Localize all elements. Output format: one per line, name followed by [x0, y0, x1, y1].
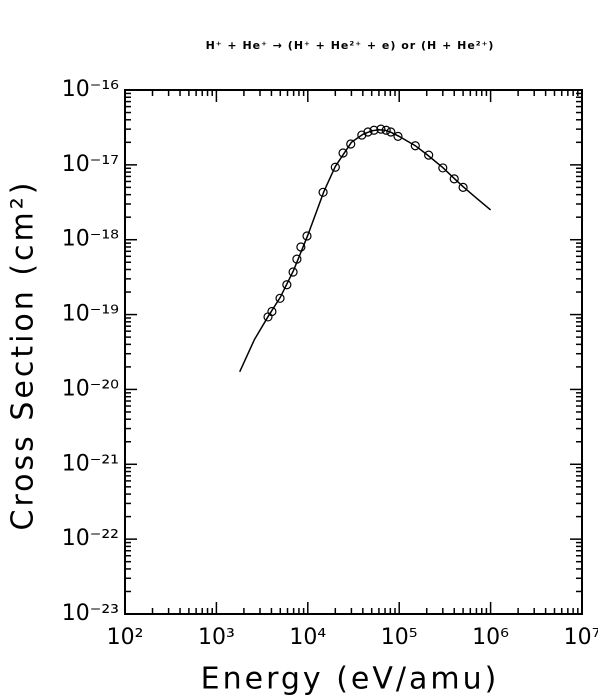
- x-tick-label: 10²: [107, 625, 144, 650]
- data-point: [338, 148, 348, 158]
- data-point: [302, 231, 312, 241]
- fit-curve: [239, 128, 492, 373]
- y-tick-label: 10⁻²⁰: [62, 376, 119, 401]
- data-point: [376, 124, 386, 134]
- x-axis-label: Energy (eV/amu): [201, 662, 500, 696]
- data-point: [363, 127, 373, 137]
- data-point: [381, 125, 391, 135]
- y-tick-label: 10⁻²³: [62, 601, 119, 626]
- data-point: [282, 280, 292, 290]
- y-tick-label: 10⁻¹⁶: [62, 77, 119, 102]
- data-point: [458, 182, 468, 192]
- data-point: [267, 306, 277, 317]
- data-point: [275, 293, 285, 303]
- data-point: [449, 174, 459, 184]
- data-point: [410, 141, 420, 151]
- y-tick-label: 10⁻¹⁹: [62, 302, 119, 327]
- x-tick-label: 10⁷: [564, 625, 598, 650]
- x-tick-label: 10⁵: [381, 625, 418, 650]
- y-tick-label: 10⁻¹⁷: [62, 152, 119, 177]
- data-point: [318, 187, 328, 197]
- data-point: [424, 150, 434, 160]
- data-point: [369, 125, 379, 135]
- data-point: [438, 163, 448, 173]
- data-point: [386, 127, 396, 137]
- data-point: [292, 254, 302, 264]
- y-tick-label: 10⁻¹⁸: [62, 227, 119, 252]
- y-axis-label: Cross Section (cm²): [6, 180, 41, 531]
- data-point: [346, 139, 356, 149]
- data-point: [330, 162, 340, 172]
- y-tick-label: 10⁻²¹: [62, 451, 119, 476]
- data-point: [296, 242, 306, 252]
- plot-frame: [124, 89, 583, 615]
- x-tick-label: 10⁴: [289, 625, 326, 650]
- chart-title: H⁺ + He⁺ → (H⁺ + He²⁺ + e) or (H + He²⁺): [206, 39, 495, 52]
- x-tick-label: 10⁶: [472, 625, 509, 650]
- y-tick-label: 10⁻²²: [62, 526, 119, 551]
- x-tick-label: 10³: [198, 625, 235, 650]
- data-point: [288, 267, 298, 277]
- data-point: [393, 131, 403, 141]
